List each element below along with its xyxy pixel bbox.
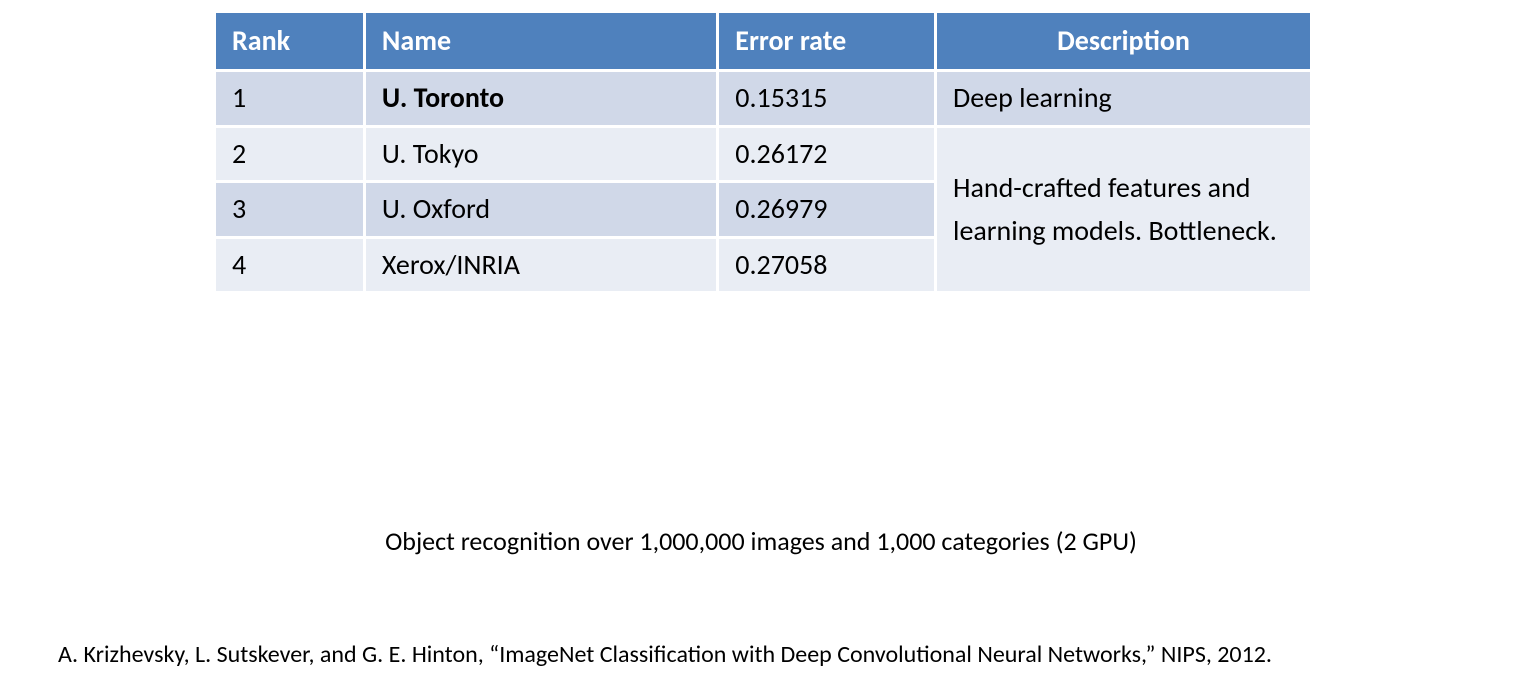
table-row: 1 U. Toronto 0.15315 Deep learning	[216, 72, 1310, 124]
header-row: Rank Name Error rate Description	[216, 13, 1310, 69]
results-table: Rank Name Error rate Description 1 U. To…	[213, 10, 1313, 294]
table-row: 2 U. Tokyo 0.26172 Hand-crafted features…	[216, 128, 1310, 180]
cell-rank: 4	[216, 239, 363, 291]
cell-rank: 2	[216, 128, 363, 180]
cell-name: U. Toronto	[366, 72, 716, 124]
cell-desc-merged: Hand-crafted features and learning model…	[937, 128, 1310, 291]
header-error: Error rate	[719, 13, 934, 69]
caption-text: Object recognition over 1,000,000 images…	[0, 525, 1522, 557]
table-body: 1 U. Toronto 0.15315 Deep learning 2 U. …	[216, 72, 1310, 291]
cell-name: U. Oxford	[366, 183, 716, 235]
cell-error: 0.15315	[719, 72, 934, 124]
header-desc: Description	[937, 13, 1310, 69]
header-rank: Rank	[216, 13, 363, 69]
cell-rank: 3	[216, 183, 363, 235]
cell-rank: 1	[216, 72, 363, 124]
table-header: Rank Name Error rate Description	[216, 13, 1310, 69]
slide-container: Rank Name Error rate Description 1 U. To…	[0, 0, 1522, 695]
cell-name: U. Tokyo	[366, 128, 716, 180]
results-table-wrapper: Rank Name Error rate Description 1 U. To…	[213, 10, 1313, 294]
cell-error: 0.26979	[719, 183, 934, 235]
citation-text: A. Krizhevsky, L. Sutskever, and G. E. H…	[58, 640, 1508, 669]
cell-error: 0.26172	[719, 128, 934, 180]
cell-desc: Deep learning	[937, 72, 1310, 124]
cell-error: 0.27058	[719, 239, 934, 291]
cell-name: Xerox/INRIA	[366, 239, 716, 291]
header-name: Name	[366, 13, 716, 69]
